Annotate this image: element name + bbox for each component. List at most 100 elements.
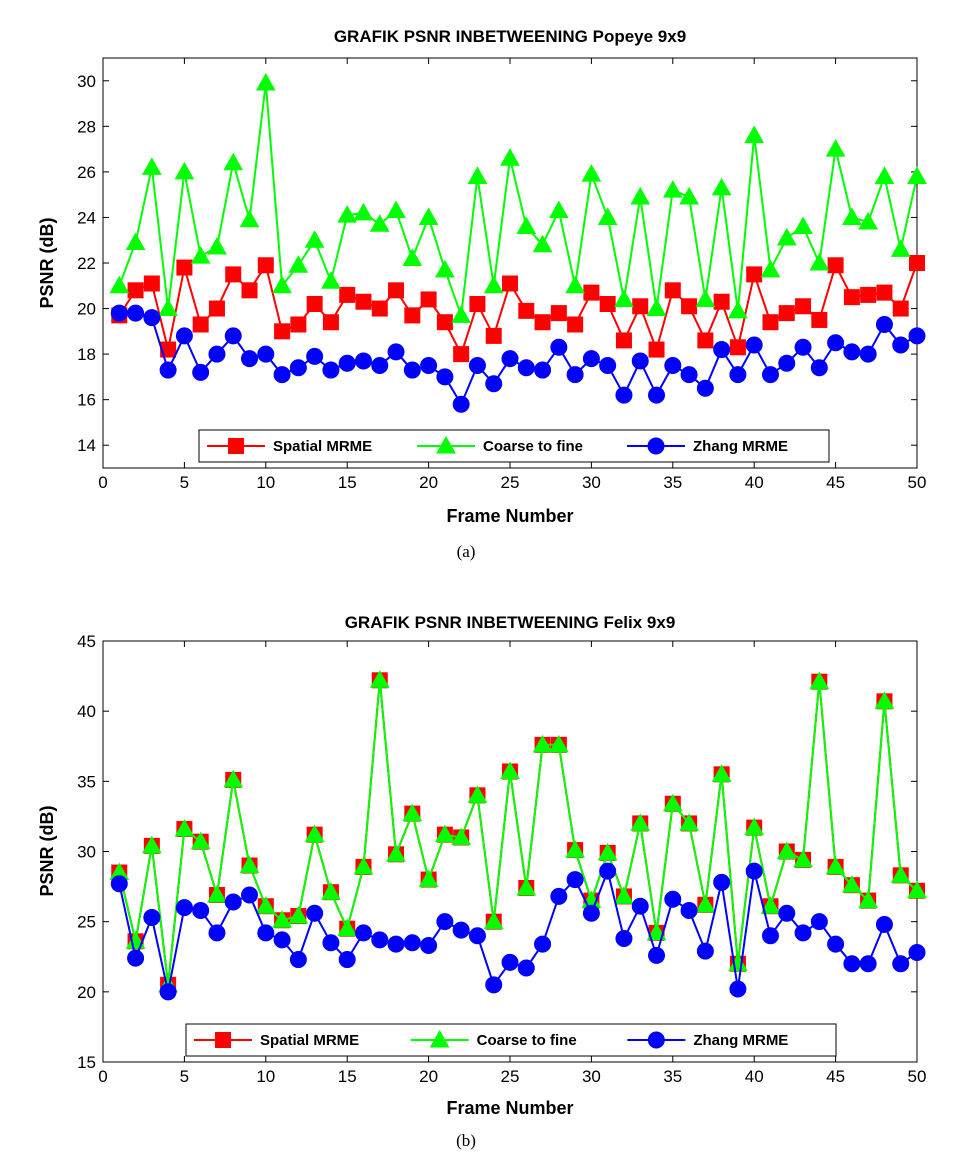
data-point-zhang-mrme	[729, 980, 747, 998]
data-point-coarse-to-fine	[272, 910, 292, 928]
data-point-coarse-to-fine	[744, 817, 765, 836]
data-point-spatial-mrme	[632, 298, 649, 315]
data-point-coarse-to-fine	[174, 161, 195, 180]
data-point-coarse-to-fine	[662, 793, 683, 812]
data-point-coarse-to-fine	[125, 232, 146, 250]
data-point-zhang-mrme	[452, 921, 470, 939]
data-point-zhang-mrme	[306, 347, 324, 365]
data-point-zhang-mrme	[550, 338, 568, 356]
data-point-zhang-mrme	[794, 924, 812, 942]
data-point-coarse-to-fine	[614, 289, 634, 307]
data-point-zhang-mrme	[582, 904, 600, 922]
data-point-zhang-mrme	[127, 304, 145, 322]
data-point-zhang-mrme	[159, 983, 177, 1001]
data-point-spatial-mrme	[436, 314, 453, 331]
axis-ticks: 0 5 10 15 20 25 30 35 40 45 50 14 16 18 20 22 24 26 28 30	[77, 58, 926, 492]
data-point-coarse-to-fine	[369, 670, 390, 688]
data-point-zhang-mrme	[110, 875, 128, 893]
series-layer	[109, 670, 927, 1001]
x-tick-label: 0	[98, 1067, 107, 1086]
data-point-zhang-mrme	[859, 345, 877, 363]
data-point-coarse-to-fine	[874, 691, 895, 709]
data-point-coarse-to-fine	[744, 125, 765, 143]
data-point-zhang-mrme	[534, 935, 552, 953]
data-point-zhang-mrme	[664, 890, 682, 908]
data-point-coarse-to-fine	[418, 869, 439, 888]
data-point-spatial-mrme	[192, 316, 209, 333]
data-point-coarse-to-fine	[842, 207, 862, 225]
data-point-zhang-mrme	[241, 350, 259, 368]
data-point-spatial-mrme	[550, 305, 567, 322]
data-point-zhang-mrme	[908, 944, 926, 962]
data-point-coarse-to-fine	[451, 305, 472, 323]
data-point-coarse-to-fine	[174, 819, 195, 837]
x-tick-label: 5	[180, 473, 189, 492]
data-point-zhang-mrme	[778, 904, 796, 922]
data-point-zhang-mrme	[322, 361, 340, 379]
data-point-zhang-mrme	[387, 343, 405, 361]
y-tick-label: 20	[77, 300, 96, 319]
data-point-zhang-mrme	[648, 946, 666, 964]
plot-area	[102, 57, 918, 469]
data-point-coarse-to-fine	[776, 227, 797, 246]
data-point-zhang-mrme	[452, 395, 470, 413]
data-point-zhang-mrme	[257, 345, 275, 363]
legend: Spatial MRME Coarse to fine Zhang MRME	[198, 429, 830, 463]
data-point-coarse-to-fine	[190, 831, 211, 850]
legend-entry-zhang-mrme: Zhang MRME	[627, 1031, 788, 1049]
data-point-spatial-mrme	[664, 282, 681, 299]
legend-label: Zhang MRME	[693, 438, 788, 455]
legend-label: Coarse to fine	[483, 438, 583, 455]
data-point-spatial-mrme	[909, 255, 925, 271]
data-point-coarse-to-fine	[793, 849, 813, 868]
data-point-zhang-mrme	[615, 386, 633, 404]
y-tick-label: 45	[77, 632, 96, 651]
legend-marker	[647, 1031, 665, 1049]
x-tick-label: 25	[501, 1067, 520, 1086]
data-point-spatial-mrme	[876, 284, 893, 301]
y-tick-label: 26	[77, 163, 96, 182]
data-point-zhang-mrme	[485, 375, 503, 393]
x-tick-label: 35	[663, 473, 682, 492]
data-point-zhang-mrme	[875, 316, 893, 333]
data-point-coarse-to-fine	[858, 211, 879, 230]
data-point-coarse-to-fine	[141, 835, 162, 854]
data-point-zhang-mrme	[257, 924, 275, 942]
data-point-coarse-to-fine	[272, 275, 292, 294]
data-point-coarse-to-fine	[141, 157, 162, 175]
data-point-zhang-mrme	[371, 357, 389, 374]
data-point-zhang-mrme	[143, 908, 161, 926]
data-point-coarse-to-fine	[304, 824, 325, 843]
legend-label: Zhang MRME	[693, 1032, 788, 1049]
plot-area	[102, 640, 918, 1063]
data-point-zhang-mrme	[289, 951, 307, 969]
data-point-zhang-mrme	[224, 893, 242, 911]
series-coarse-to-fine	[109, 73, 927, 323]
data-point-coarse-to-fine	[858, 890, 879, 909]
data-point-coarse-to-fine	[435, 259, 455, 278]
data-point-coarse-to-fine	[728, 300, 748, 319]
data-point-coarse-to-fine	[223, 152, 244, 171]
data-point-zhang-mrme	[175, 327, 193, 345]
data-point-zhang-mrme	[713, 341, 731, 359]
data-point-zhang-mrme	[615, 930, 633, 948]
legend-marker	[429, 1029, 450, 1048]
chart-felix: GRAFIK PSNR INBETWEENING Felix 9x9 0 5 10 1…	[37, 613, 927, 1150]
data-point-spatial-mrme	[892, 300, 909, 317]
data-point-coarse-to-fine	[890, 239, 911, 257]
data-point-coarse-to-fine	[255, 73, 276, 91]
x-axis-label: Frame Number	[446, 506, 573, 526]
data-point-coarse-to-fine	[337, 918, 358, 937]
data-point-coarse-to-fine	[288, 255, 309, 273]
y-tick-label: 25	[77, 913, 96, 932]
data-point-zhang-mrme	[566, 366, 584, 384]
data-point-zhang-mrme	[599, 357, 617, 374]
data-point-spatial-mrme	[469, 296, 486, 312]
data-point-zhang-mrme	[208, 924, 226, 942]
data-point-zhang-mrme	[892, 955, 910, 973]
y-tick-label: 30	[77, 843, 96, 862]
x-tick-label: 10	[256, 1067, 275, 1086]
data-point-zhang-mrme	[729, 366, 747, 384]
data-point-zhang-mrme	[680, 901, 698, 919]
